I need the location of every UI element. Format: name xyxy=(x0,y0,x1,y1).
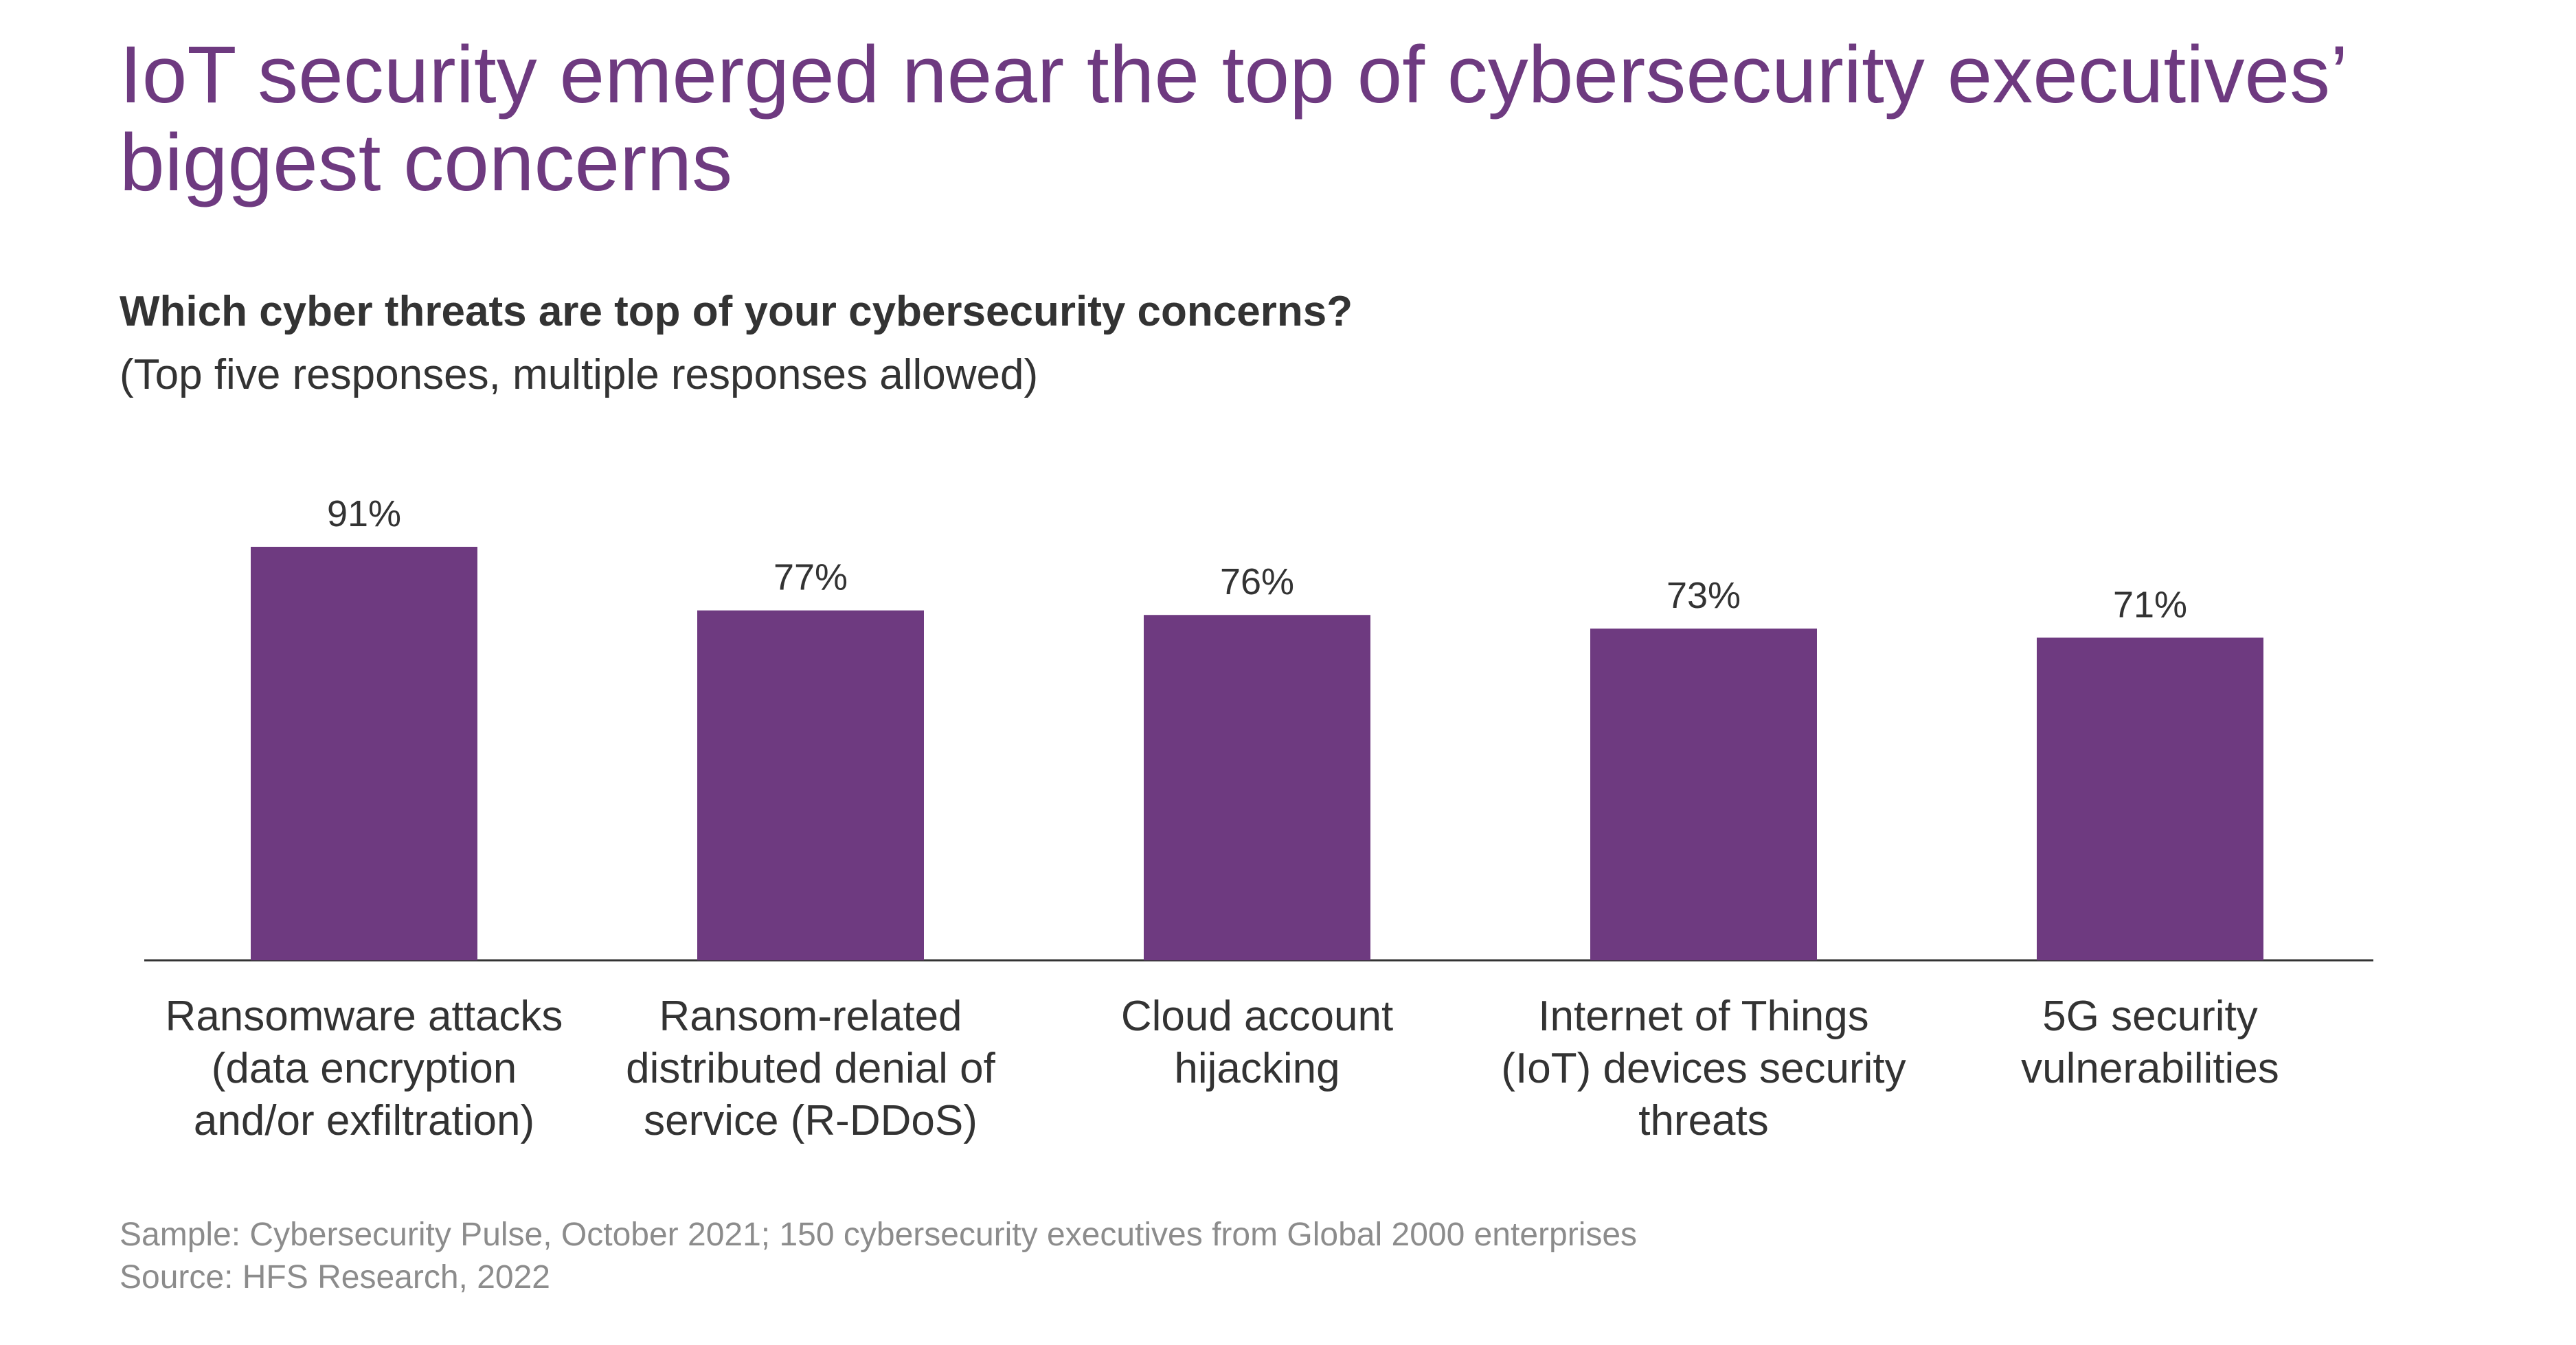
category-label-line: (data encryption xyxy=(212,1045,517,1092)
category-label-line: (IoT) devices security xyxy=(1501,1045,1906,1092)
category-label-line: Ransom-related xyxy=(659,993,962,1040)
category-label-line: vulnerabilities xyxy=(2021,1045,2279,1092)
category-label-1: Ransomware attacks (data encryption and/or… xyxy=(166,993,563,1144)
bar-4 xyxy=(1590,629,1817,960)
footer-sample: Sample: Cybersecurity Pulse, October 202… xyxy=(120,1217,1638,1253)
bar-2 xyxy=(697,610,924,960)
category-label-5: 5G security vulnerabilities xyxy=(2021,993,2279,1092)
category-label-line: 5G security xyxy=(2042,993,2258,1040)
category-label-line: Internet of Things xyxy=(1538,993,1868,1040)
category-label-3: Cloud account hijacking xyxy=(1121,993,1393,1092)
data-label-2: 77% xyxy=(773,557,848,598)
footer-source: Source: HFS Research, 2022 xyxy=(120,1259,550,1296)
chart-note: (Top five responses, multiple responses … xyxy=(120,351,1039,398)
category-label-line: service (R-DDoS) xyxy=(644,1097,978,1144)
bar-3 xyxy=(1144,615,1370,960)
category-label-line: hijacking xyxy=(1174,1045,1340,1092)
chart-title: IoT security emerged near the top of cyb… xyxy=(120,30,2345,208)
category-label-line: and/or exfiltration) xyxy=(194,1097,534,1144)
bar-1 xyxy=(251,547,477,960)
data-label-3: 76% xyxy=(1220,561,1294,602)
category-label-line: threats xyxy=(1638,1097,1769,1144)
category-label-line: Ransomware attacks xyxy=(166,993,563,1040)
data-label-1: 91% xyxy=(327,493,401,534)
bar-5 xyxy=(2037,637,2263,960)
category-label-2: Ransom-related distributed denial of servi… xyxy=(626,993,995,1144)
category-label-line: distributed denial of xyxy=(626,1045,995,1092)
chart-question: Which cyber threats are top of your cybe… xyxy=(120,288,1353,335)
data-label-4: 73% xyxy=(1667,575,1741,616)
category-label-4: Internet of Things (IoT) devices security… xyxy=(1501,993,1906,1144)
data-label-5: 71% xyxy=(2113,584,2187,625)
category-label-line: Cloud account xyxy=(1121,993,1393,1040)
